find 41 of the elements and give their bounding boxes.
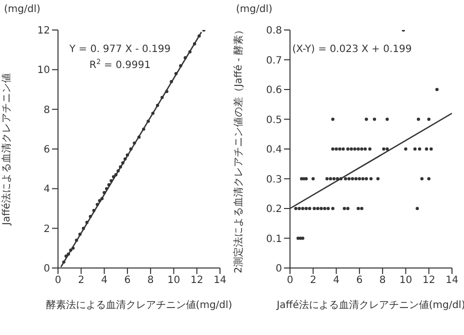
- text: (mg/dl): [236, 4, 272, 15]
- annotation: (X-Y) = 0.023 X + 0.199: [292, 44, 412, 55]
- y-tick-label: 12: [37, 26, 50, 37]
- x-axis-title: Jaffé法による血清クレアチニン値(mg/dl): [276, 299, 464, 311]
- y-tick-label: 10: [37, 65, 50, 76]
- text: (mg/dl): [4, 4, 40, 15]
- y-tick-label: 8: [44, 104, 50, 116]
- y-tick-label: 2: [44, 224, 50, 235]
- y-tick-label: 0.7: [266, 55, 282, 66]
- x-tick-label: 2: [310, 275, 316, 286]
- x-tick-label: 12: [190, 275, 204, 286]
- y-tick-label: 0.4: [266, 144, 282, 156]
- x-tick-label: 8: [379, 275, 386, 286]
- x-tick-label: 14: [214, 275, 226, 286]
- y-tick-label: 0.3: [266, 174, 282, 186]
- x-tick-label: 10: [399, 275, 412, 286]
- x-tick-label: 8: [147, 275, 154, 286]
- x-tick-label: 0: [286, 275, 294, 286]
- x-tick-label: 4: [101, 275, 108, 286]
- y-tick-label: 0: [276, 264, 282, 275]
- x-tick-label: 10: [167, 275, 180, 286]
- x-tick-label: 14: [446, 275, 458, 286]
- annotation: Y = 0. 977 X - 0.199: [68, 44, 171, 55]
- y-tick-label: 0.1: [266, 234, 282, 245]
- y-tick-label: 6: [44, 144, 50, 156]
- y-tick-label: 0: [44, 264, 50, 275]
- y-axis-title: 2測定法による血清クレアチニン値の差（Jaffé - 酵素）: [232, 24, 245, 274]
- y-tick-label: 0.8: [266, 26, 282, 37]
- y-tick-label: 0.2: [266, 204, 282, 216]
- x-tick-label: 2: [78, 275, 84, 286]
- x-tick-label: 6: [356, 275, 363, 286]
- x-tick-label: 0: [54, 275, 62, 286]
- x-tick-label: 4: [333, 275, 340, 286]
- y-tick-label: 0.6: [266, 85, 282, 96]
- x-tick-label: 12: [422, 275, 436, 286]
- x-tick-label: 6: [124, 275, 131, 286]
- x-axis-title: 酵素法による血清クレアチニン値(mg/dl): [46, 299, 232, 311]
- y-tick-label: 0.5: [266, 114, 282, 126]
- y-axis-title: Jaffé法による血清クレアチニン値: [0, 72, 13, 226]
- y-tick-label: 4: [44, 184, 50, 196]
- annotation: R$^{2}$ = 0.9991: [89, 58, 151, 71]
